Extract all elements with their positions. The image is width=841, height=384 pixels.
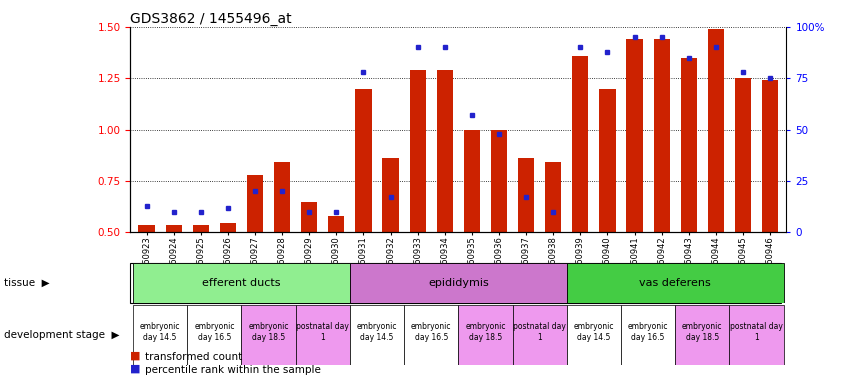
Bar — [410, 70, 426, 232]
Bar — [567, 263, 784, 303]
Bar — [247, 175, 263, 232]
Bar — [133, 263, 350, 303]
Bar — [600, 89, 616, 232]
Text: embryonic
day 18.5: embryonic day 18.5 — [465, 322, 505, 342]
Bar — [621, 305, 675, 365]
Bar — [512, 305, 567, 365]
Text: embryonic
day 16.5: embryonic day 16.5 — [411, 322, 452, 342]
Bar — [383, 158, 399, 232]
Bar — [356, 89, 372, 232]
Text: vas deferens: vas deferens — [639, 278, 711, 288]
Bar — [463, 130, 480, 232]
Text: embryonic
day 14.5: embryonic day 14.5 — [140, 322, 181, 342]
Bar — [491, 130, 507, 232]
Bar — [627, 39, 643, 232]
Text: ■: ■ — [130, 351, 140, 361]
Text: efferent ducts: efferent ducts — [202, 278, 281, 288]
Text: embryonic
day 14.5: embryonic day 14.5 — [574, 322, 614, 342]
Text: development stage  ▶: development stage ▶ — [4, 330, 119, 340]
Text: postnatal day
1: postnatal day 1 — [513, 322, 566, 342]
Bar — [762, 80, 778, 232]
Text: percentile rank within the sample: percentile rank within the sample — [145, 365, 320, 375]
Bar — [572, 56, 589, 232]
Text: postnatal day
1: postnatal day 1 — [296, 322, 349, 342]
Bar — [193, 225, 209, 232]
Text: GDS3862 / 1455496_at: GDS3862 / 1455496_at — [130, 12, 292, 26]
Bar — [296, 305, 350, 365]
Bar — [708, 29, 724, 232]
Text: tissue  ▶: tissue ▶ — [4, 278, 50, 288]
Text: epididymis: epididymis — [428, 278, 489, 288]
Bar — [458, 305, 512, 365]
Text: embryonic
day 14.5: embryonic day 14.5 — [357, 322, 397, 342]
Text: embryonic
day 16.5: embryonic day 16.5 — [194, 322, 235, 342]
Bar — [405, 305, 458, 365]
Bar — [350, 263, 567, 303]
Bar — [518, 158, 534, 232]
Bar — [328, 216, 345, 232]
Text: embryonic
day 18.5: embryonic day 18.5 — [248, 322, 288, 342]
Bar — [166, 225, 182, 232]
Bar — [350, 305, 405, 365]
Text: ■: ■ — [130, 364, 140, 374]
Bar — [567, 305, 621, 365]
Bar — [729, 305, 784, 365]
Bar — [735, 78, 751, 232]
Bar — [301, 202, 317, 232]
Bar — [139, 225, 155, 232]
Bar — [436, 70, 453, 232]
Bar — [133, 305, 188, 365]
Bar — [220, 223, 236, 232]
Text: embryonic
day 16.5: embryonic day 16.5 — [628, 322, 669, 342]
Bar — [188, 305, 241, 365]
Bar — [653, 39, 669, 232]
Bar — [680, 58, 697, 232]
Text: transformed count: transformed count — [145, 352, 242, 362]
Bar — [675, 305, 729, 365]
Text: embryonic
day 18.5: embryonic day 18.5 — [682, 322, 722, 342]
Bar — [241, 305, 296, 365]
Text: postnatal day
1: postnatal day 1 — [730, 322, 783, 342]
Bar — [274, 162, 290, 232]
Bar — [545, 162, 561, 232]
